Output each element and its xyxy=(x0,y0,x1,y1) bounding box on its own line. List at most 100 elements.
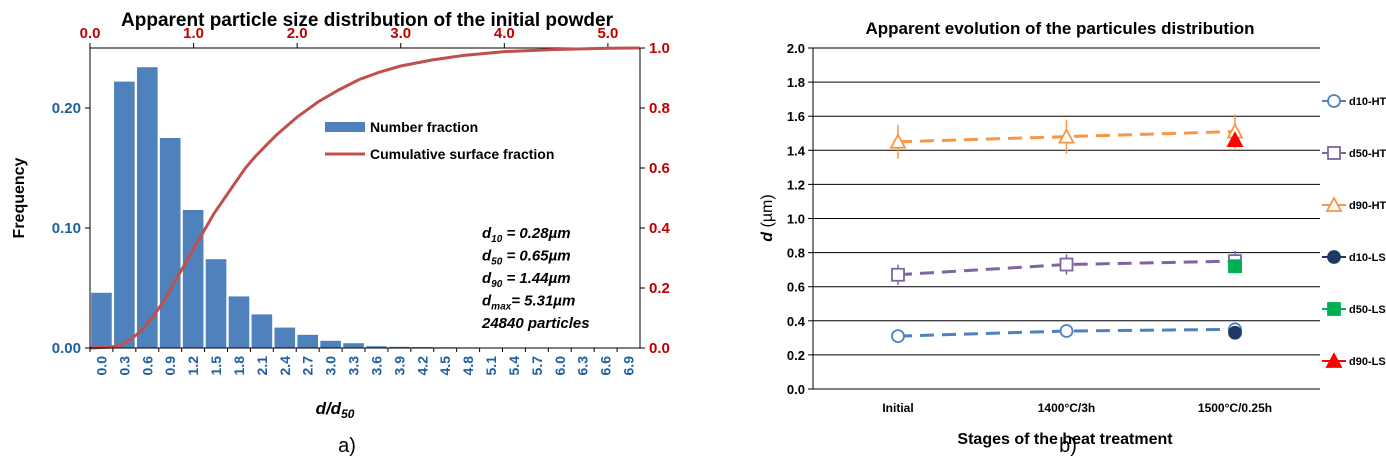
chart-b-ytick-label: 1.0 xyxy=(787,212,805,227)
chart-b-ytick-label: 1.4 xyxy=(787,143,806,158)
chart-b-point xyxy=(1059,257,1074,272)
chart-a-annotation-sub: 90 xyxy=(491,279,503,290)
chart-a-bottom-tick-label: 0.3 xyxy=(116,356,132,376)
chart-a-bottom-tick-label: 1.5 xyxy=(208,356,224,376)
chart-a-top-tick-label: 4.0 xyxy=(494,25,515,42)
chart-b-point xyxy=(1228,259,1242,274)
chart-a-bar xyxy=(205,259,227,348)
chart-b-series-line xyxy=(897,130,1236,144)
chart-b-series-line xyxy=(897,259,1236,277)
chart-a-annotation-main: d xyxy=(482,293,492,310)
chart-b-ylabel-rest: (µm) xyxy=(759,194,776,232)
chart-a-annotation: 24840 particles xyxy=(481,315,590,332)
chart-a-bottom-tick-label: 1.2 xyxy=(185,356,201,376)
chart-a-top-tick-label: 0.0 xyxy=(80,25,101,42)
chart-a-bar xyxy=(136,67,158,348)
chart-a-right-tick-label: 0.4 xyxy=(649,220,671,237)
chart-b-point xyxy=(891,329,905,344)
chart-a-xlabel-main: d/d xyxy=(316,399,342,418)
chart-b-legend-marker xyxy=(1325,196,1343,212)
chart-a-annotation: d50 = 0.65µm xyxy=(482,248,571,268)
chart-a-annotation-rest: = 0.28µm xyxy=(502,225,570,242)
chart-a-annotation-sub: 50 xyxy=(491,257,503,268)
chart-a-right-tick-label: 1.0 xyxy=(649,40,670,57)
chart-a-bar xyxy=(251,314,273,348)
chart-a-bottom-tick-label: 4.8 xyxy=(460,356,476,376)
chart-a-top-tick-label: 2.0 xyxy=(287,25,308,42)
chart-a-right-tick-label: 0.2 xyxy=(649,280,670,297)
chart-a-annotation-main: d xyxy=(482,248,492,265)
chart-a-annotation-sub: 10 xyxy=(491,234,503,245)
chart-a-bar xyxy=(159,138,181,348)
chart-a-right-tick-label: 0.0 xyxy=(649,340,670,357)
chart-a-annotation-rest: = 0.65µm xyxy=(502,248,570,265)
chart-a-panel-label: a) xyxy=(338,435,356,457)
chart-b-point xyxy=(1226,131,1244,147)
chart-b-xlabel: Stages of the heat treatment xyxy=(957,431,1173,448)
chart-a-bar xyxy=(343,343,364,348)
chart-a-top-tick-label: 5.0 xyxy=(597,25,618,42)
chart-b-ytick-label: 0.2 xyxy=(787,348,805,363)
chart-a-annotation-rest: = 5.31µm xyxy=(511,293,575,310)
chart-b-legend-marker xyxy=(1327,94,1341,108)
chart-a-annotation-main: d xyxy=(482,270,492,287)
chart-a-annotation: dmax= 5.31µm xyxy=(482,293,575,313)
chart-a-bar xyxy=(228,296,250,348)
chart-b-ytick-label: 0.8 xyxy=(787,246,805,261)
chart-a-bar xyxy=(274,327,296,348)
chart-a-bottom-tick-label: 4.5 xyxy=(437,356,453,376)
chart-b-legend-marker xyxy=(1327,146,1341,160)
chart-a-bottom-tick-label: 3.6 xyxy=(368,356,384,376)
chart-a-xlabel: d/d50 xyxy=(316,399,355,421)
chart-a-left-tick-label: 0.20 xyxy=(52,100,81,117)
chart-a-bottom-tick-label: 6.3 xyxy=(575,356,591,376)
chart-b-ylabel: d (µm) xyxy=(759,194,776,241)
chart-a-bottom-tick-label: 5.1 xyxy=(483,356,499,376)
chart-a-bottom-tick-label: 0.0 xyxy=(93,356,109,376)
chart-b-ytick-label: 0.0 xyxy=(787,382,805,397)
chart-a-bottom-tick-label: 6.6 xyxy=(598,356,614,376)
chart-a-bottom-tick-label: 3.3 xyxy=(346,356,362,376)
chart-a-bottom-tick-label: 3.0 xyxy=(323,356,339,376)
chart-a-bottom-tick-label: 2.7 xyxy=(300,356,316,376)
chart-b-point xyxy=(1057,127,1076,144)
chart-a-bar xyxy=(297,334,319,348)
chart-b-title: Apparent evolution of the particules dis… xyxy=(865,19,1254,38)
chart-a-bar xyxy=(320,340,341,348)
chart-a-bottom-tick-label: 0.6 xyxy=(139,356,155,376)
chart-b-ytick-label: 1.8 xyxy=(787,75,805,90)
chart-b-ytick-label: 1.6 xyxy=(787,109,805,124)
chart-b-legend-label: d90-LSI xyxy=(1349,356,1386,368)
chart-b-legend-label: d50-LSI xyxy=(1349,304,1386,316)
chart-a-annotation-main: 24840 particles xyxy=(481,315,590,332)
chart-a-right-tick-label: 0.6 xyxy=(649,160,670,177)
chart-b-point xyxy=(889,132,907,149)
chart-b-xtick-label: 1400°C/3h xyxy=(1038,401,1096,415)
chart-a-annotation-sub: max xyxy=(491,302,511,313)
chart-b-ytick-label: 2.0 xyxy=(787,41,805,56)
chart-a-bar xyxy=(366,346,387,348)
chart-b-ylabel-main: d xyxy=(759,231,776,242)
chart-a-bar xyxy=(91,292,112,348)
chart-b-ytick-label: 0.6 xyxy=(787,280,805,295)
chart-b-legend-label: d50-HT xyxy=(1349,148,1386,160)
chart-a-annotation-rest: = 1.44µm xyxy=(502,270,570,287)
chart-b-point xyxy=(1059,324,1074,338)
chart-a-legend-bar-label: Number fraction xyxy=(370,119,478,135)
chart-a-cumulative-line xyxy=(89,46,641,350)
chart-a-bottom-tick-label: 2.4 xyxy=(277,356,293,376)
chart-a-ylabel: Frequency xyxy=(11,157,28,238)
chart-a-bottom-tick-label: 4.2 xyxy=(414,356,430,376)
chart-b-xtick-label: Initial xyxy=(882,401,913,415)
chart-a-bottom-tick-label: 3.9 xyxy=(391,356,407,376)
chart-b-legend-label: d10-LSI xyxy=(1349,252,1386,264)
chart-b-legend-label: d10-HT xyxy=(1349,96,1386,108)
chart-a-bar xyxy=(182,210,204,348)
chart-a-xlabel-sub: 50 xyxy=(341,407,355,421)
chart-b-panel-label: b) xyxy=(1059,435,1077,457)
chart-b-point xyxy=(891,267,905,282)
chart-a-legend-line-label: Cumulative surface fraction xyxy=(370,146,554,162)
chart-b-legend-marker xyxy=(1327,250,1341,264)
chart-a-legend-bar-swatch xyxy=(325,122,365,132)
